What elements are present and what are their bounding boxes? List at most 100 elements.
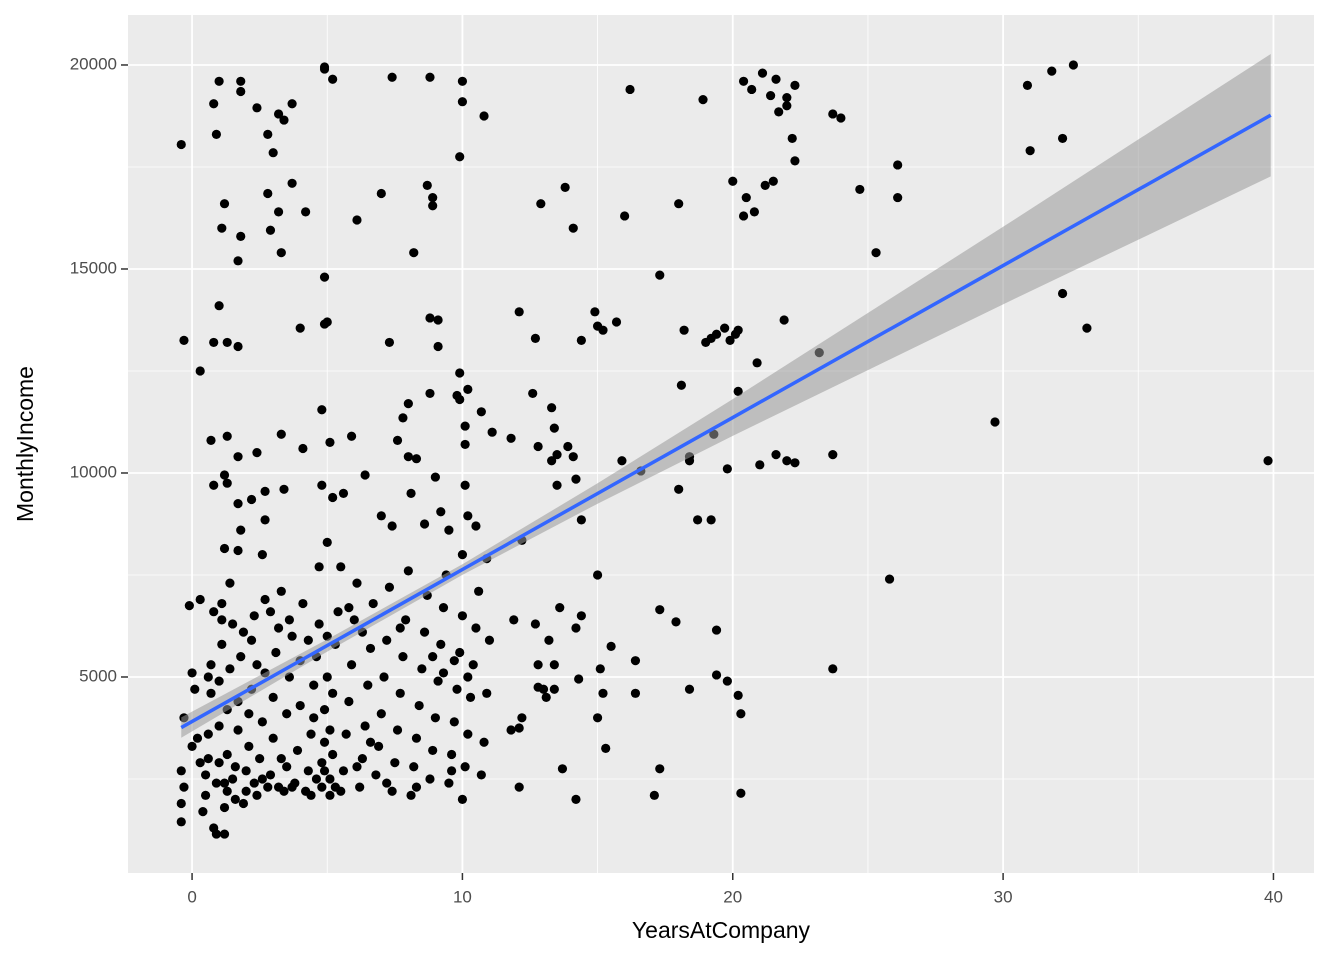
- x-axis-title: YearsAtCompany: [632, 917, 811, 943]
- point: [733, 386, 743, 396]
- point: [592, 570, 603, 580]
- point: [771, 74, 781, 84]
- point: [198, 807, 208, 817]
- point: [365, 643, 376, 654]
- point: [325, 790, 335, 800]
- point: [598, 688, 608, 698]
- point: [295, 700, 305, 711]
- point: [506, 725, 516, 735]
- point: [287, 178, 297, 188]
- point: [455, 368, 465, 378]
- point: [298, 443, 308, 454]
- point: [552, 450, 562, 460]
- point: [209, 99, 219, 109]
- point: [214, 76, 224, 86]
- point: [357, 753, 367, 764]
- point: [236, 525, 246, 535]
- point: [257, 774, 267, 784]
- point: [592, 713, 603, 723]
- point: [349, 615, 359, 625]
- point: [176, 139, 186, 150]
- x-tick-label: 0: [187, 887, 196, 906]
- point: [322, 537, 332, 547]
- point: [206, 660, 216, 670]
- point: [225, 578, 235, 588]
- point: [352, 215, 362, 225]
- point: [611, 317, 622, 327]
- point: [395, 623, 405, 633]
- point: [528, 388, 538, 399]
- point: [655, 605, 665, 615]
- point: [241, 766, 251, 776]
- point: [855, 184, 865, 195]
- point: [219, 778, 230, 788]
- point: [341, 729, 351, 739]
- point: [733, 325, 743, 335]
- point: [649, 790, 659, 800]
- point: [538, 684, 549, 694]
- point: [736, 788, 746, 798]
- point: [425, 388, 435, 399]
- point: [214, 721, 224, 731]
- point: [303, 635, 313, 645]
- point: [463, 511, 473, 521]
- point: [244, 709, 254, 719]
- point: [782, 101, 792, 111]
- point: [365, 737, 376, 747]
- point: [222, 478, 232, 488]
- point: [555, 603, 565, 613]
- point: [346, 431, 357, 441]
- point: [547, 403, 557, 413]
- point: [238, 798, 249, 809]
- point: [444, 525, 454, 535]
- x-tick-label: 40: [1264, 887, 1283, 906]
- point: [782, 93, 792, 103]
- point: [236, 231, 246, 241]
- point: [779, 315, 789, 325]
- point: [433, 676, 443, 686]
- point: [419, 627, 430, 637]
- point: [265, 607, 276, 617]
- point: [406, 488, 416, 498]
- point: [392, 725, 403, 735]
- point: [222, 337, 232, 348]
- point: [460, 439, 470, 450]
- point: [590, 307, 600, 317]
- point: [1057, 133, 1068, 144]
- point: [252, 447, 262, 458]
- point: [187, 741, 197, 751]
- point: [392, 435, 403, 445]
- point: [292, 745, 303, 756]
- point: [444, 778, 454, 788]
- point: [414, 700, 424, 711]
- point: [428, 192, 438, 203]
- point: [276, 248, 286, 258]
- point: [233, 452, 243, 462]
- point: [287, 782, 297, 792]
- point: [679, 325, 689, 335]
- point: [184, 600, 194, 611]
- point: [884, 574, 895, 584]
- point: [360, 721, 370, 731]
- point: [563, 441, 573, 452]
- point: [893, 192, 903, 203]
- point: [514, 782, 524, 792]
- point: [298, 598, 308, 609]
- point: [209, 337, 219, 348]
- point: [455, 647, 465, 658]
- point: [506, 433, 516, 443]
- point: [387, 72, 397, 82]
- point: [257, 549, 267, 560]
- point: [630, 656, 641, 666]
- point: [409, 248, 419, 258]
- point: [428, 745, 438, 756]
- point: [268, 148, 278, 158]
- y-tick-label: 20000: [70, 54, 117, 73]
- point: [333, 607, 343, 617]
- point: [374, 741, 384, 751]
- point: [990, 417, 1000, 427]
- point: [309, 680, 319, 690]
- point: [768, 176, 778, 186]
- point: [533, 660, 543, 670]
- point: [306, 790, 316, 800]
